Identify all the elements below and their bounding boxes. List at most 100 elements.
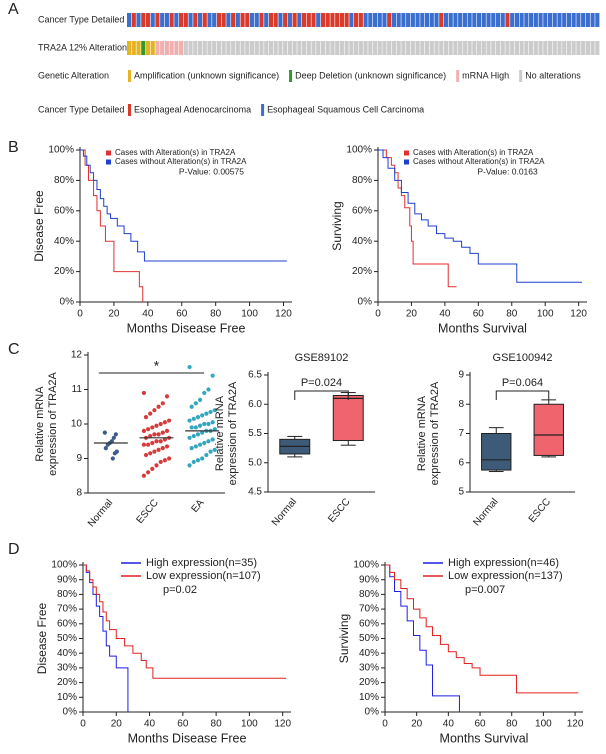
sample-cell: [155, 41, 160, 55]
x-tick-label: 100: [241, 719, 258, 730]
x-tick-label: 20: [406, 309, 418, 320]
panel-label: A: [8, 1, 19, 18]
sample-cell: [358, 41, 363, 55]
x-tick-label: 120: [274, 719, 291, 730]
sample-cell: [581, 41, 586, 55]
x-tick-label: 120: [570, 309, 587, 320]
y-tick-label: 7: [458, 428, 464, 439]
panel-label: B: [8, 139, 19, 156]
sample-cell: [533, 41, 538, 55]
sample-cell: [500, 13, 505, 27]
data-point: [191, 416, 196, 421]
legend-swatch: [404, 150, 409, 156]
data-point: [160, 430, 165, 435]
legend-swatch: [404, 159, 409, 165]
data-point: [112, 451, 117, 456]
y-tick-label: 60%: [352, 205, 372, 216]
y-tick-label: 20%: [352, 266, 372, 277]
x-tick-label: 100: [241, 309, 258, 320]
legend-label: Low expression(n=107): [146, 570, 261, 582]
legend-label: High expression(n=46): [448, 557, 559, 569]
p-value: P-Value: 0.00575: [179, 166, 244, 176]
sample-cell: [216, 13, 221, 27]
sample-cell: [202, 41, 207, 55]
data-point: [141, 428, 146, 433]
y-tick-label: 70%: [359, 604, 379, 615]
legend-label: Deep Deletion (unknown significance): [295, 70, 446, 80]
sample-cell: [354, 41, 359, 55]
y-tick-label: 10: [71, 419, 83, 430]
significance-mark: *: [154, 358, 160, 374]
sample-cell: [472, 41, 477, 55]
legend-title: Cancer Type Detailed: [38, 104, 124, 114]
sample-cell: [160, 41, 165, 55]
sample-cell: [439, 13, 444, 27]
sample-cell: [311, 13, 316, 27]
sample-cell: [363, 41, 368, 55]
sample-cell: [429, 13, 434, 27]
data-point: [191, 459, 196, 465]
sample-cell: [278, 13, 283, 27]
x-tick-label: 60: [473, 309, 485, 320]
sample-cell: [368, 13, 373, 27]
sample-cell: [557, 13, 562, 27]
data-point: [156, 432, 161, 437]
sample-cell: [344, 13, 349, 27]
sample-cell: [141, 13, 146, 27]
data-point: [146, 442, 151, 447]
data-point: [202, 421, 207, 427]
legend-label: High expression(n=35): [146, 557, 257, 569]
track-label: TRA2A 12% Alteration: [38, 42, 127, 52]
data-point: [143, 415, 149, 420]
sample-cell: [467, 41, 472, 55]
legend-label: Cases without Alteration(s) in TRA2A: [115, 157, 247, 166]
y-tick-label: 30%: [57, 663, 77, 674]
sample-cell: [259, 41, 264, 55]
data-point: [160, 446, 165, 451]
data-point: [154, 423, 159, 428]
x-tick-label: 100: [537, 309, 554, 320]
y-tick-label: 40%: [359, 648, 379, 659]
sample-cell: [396, 41, 401, 55]
y-tick-label: 100%: [353, 560, 379, 571]
sample-cell: [538, 41, 543, 55]
legend-label: Amplification (unknown significance): [134, 70, 279, 80]
sample-cell: [571, 13, 576, 27]
x-axis-label: Months Survival: [438, 321, 527, 335]
sample-cell: [387, 41, 392, 55]
sample-cell: [221, 13, 226, 27]
survival-curve: [83, 564, 287, 679]
data-point: [167, 418, 172, 423]
data-point: [212, 447, 217, 452]
sample-cell: [330, 13, 335, 27]
panel-label: D: [8, 541, 20, 558]
data-point: [158, 439, 163, 444]
x-tick-label: 40: [144, 719, 156, 730]
x-tick-label: 20: [108, 309, 120, 320]
data-point: [193, 401, 198, 406]
sample-cell: [245, 41, 250, 55]
data-point: [162, 437, 167, 442]
sample-cell: [406, 13, 411, 27]
sample-cell: [231, 41, 236, 55]
data-point: [146, 470, 151, 475]
x-tick-label: 20: [111, 719, 123, 730]
sample-cell: [183, 41, 188, 55]
sample-cell: [491, 13, 496, 27]
data-point: [212, 408, 217, 413]
data-point: [111, 435, 116, 440]
y-axis-label: expression of TRA2A: [429, 381, 441, 485]
sample-cell: [382, 41, 387, 55]
sample-cell: [434, 41, 439, 55]
sample-cell: [529, 13, 534, 27]
data-point: [162, 420, 167, 425]
p-value: p=0.007: [465, 584, 505, 596]
sample-cell: [391, 41, 397, 55]
sample-cell: [268, 41, 274, 55]
sample-cell: [292, 41, 297, 55]
x-axis-label: Months Disease Free: [127, 321, 246, 335]
sample-cell: [145, 13, 151, 27]
data-point: [154, 439, 159, 444]
sample-cell: [174, 13, 179, 27]
